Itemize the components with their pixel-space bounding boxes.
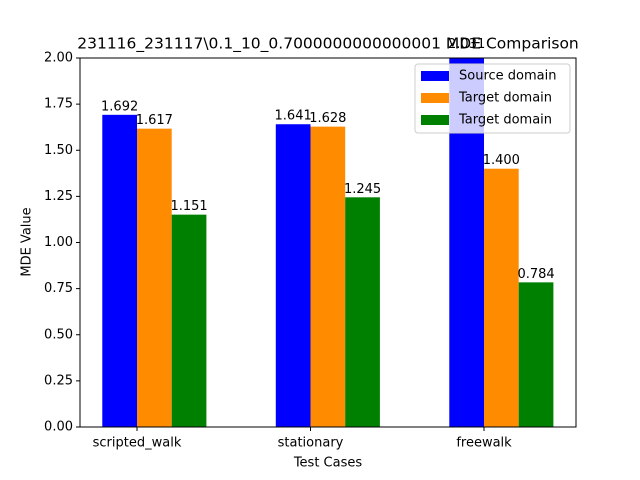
legend-swatch (421, 71, 449, 81)
axes-frame (79, 57, 577, 428)
x-tick-label: stationary (278, 436, 344, 451)
bar (275, 124, 311, 427)
value-label: 1.692 (101, 99, 138, 114)
bar (345, 197, 380, 427)
y-tick-label: 1.25 (44, 189, 73, 204)
y-tick-label: 1.50 (44, 143, 73, 158)
legend-swatch (421, 93, 449, 103)
value-label: 1.151 (170, 199, 207, 214)
value-label: 1.628 (309, 111, 346, 126)
chart-title: 231116_231117\0.1_10_0.7000000000000001 … (77, 35, 579, 54)
bar (310, 126, 346, 427)
bar (102, 114, 137, 427)
bar (518, 282, 554, 427)
x-tick-label: scripted_walk (93, 436, 182, 451)
legend-label: Target domain (458, 113, 552, 128)
value-label: 1.641 (275, 109, 312, 124)
x-tick-label: freewalk (456, 436, 512, 451)
y-tick-label: 1.00 (44, 235, 73, 250)
value-label: 1.400 (483, 153, 520, 168)
y-tick-label: 1.75 (44, 97, 73, 112)
value-label: 1.245 (344, 182, 381, 197)
y-tick-label: 0.50 (44, 327, 73, 342)
legend-label: Target domain (458, 91, 552, 106)
y-tick-label: 0.25 (44, 373, 73, 388)
y-tick-label: 0.75 (44, 281, 73, 296)
value-label: 2.031 (448, 37, 485, 52)
value-label: 0.784 (517, 267, 554, 282)
legend-swatch (421, 115, 449, 125)
plot-area (102, 58, 554, 427)
value-label: 1.617 (136, 113, 173, 128)
bar (137, 128, 172, 427)
bar (171, 214, 207, 427)
bar (484, 168, 519, 427)
y-tick-label: 0.00 (44, 420, 73, 435)
y-tick-label: 2.00 (44, 51, 73, 66)
x-axis-label: Test Cases (293, 456, 363, 471)
y-axis-label: MDE Value (20, 207, 35, 276)
legend-label: Source domain (459, 69, 556, 84)
legend-box (414, 63, 571, 134)
